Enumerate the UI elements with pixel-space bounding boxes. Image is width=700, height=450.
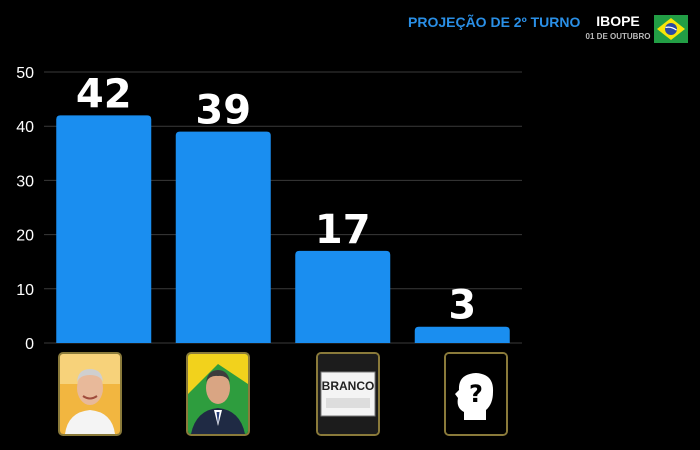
unknown-person-icon: ? xyxy=(444,352,508,436)
branco-ballot-icon: BRANCO xyxy=(316,352,380,436)
bar xyxy=(414,326,510,343)
y-tick-label: 40 xyxy=(16,119,34,136)
candidate-portrait-2 xyxy=(186,352,250,436)
bar xyxy=(56,115,152,343)
unknown-symbol: ? xyxy=(469,380,483,408)
bar-value-label: 17 xyxy=(315,207,371,253)
source-name: IBOPE xyxy=(596,13,640,29)
bar-value-label: 3 xyxy=(448,283,476,329)
y-tick-label: 50 xyxy=(16,65,34,82)
y-tick-label: 30 xyxy=(16,173,34,190)
y-tick-label: 0 xyxy=(25,336,34,353)
source-date: 01 DE OUTUBRO xyxy=(585,32,651,41)
candidate-portrait-1 xyxy=(58,352,122,436)
y-tick-label: 10 xyxy=(16,282,34,299)
bar xyxy=(175,131,271,343)
bar-value-label: 42 xyxy=(76,71,132,117)
brazil-flag-icon xyxy=(654,15,688,43)
y-tick-label: 20 xyxy=(16,228,34,245)
bar-value-label: 39 xyxy=(195,88,251,134)
source-block: IBOPE 01 DE OUTUBRO xyxy=(585,13,651,41)
branco-label: BRANCO xyxy=(322,379,375,393)
bar xyxy=(295,250,391,343)
chart-title: PROJEÇÃO DE 2º TURNO xyxy=(408,14,581,30)
